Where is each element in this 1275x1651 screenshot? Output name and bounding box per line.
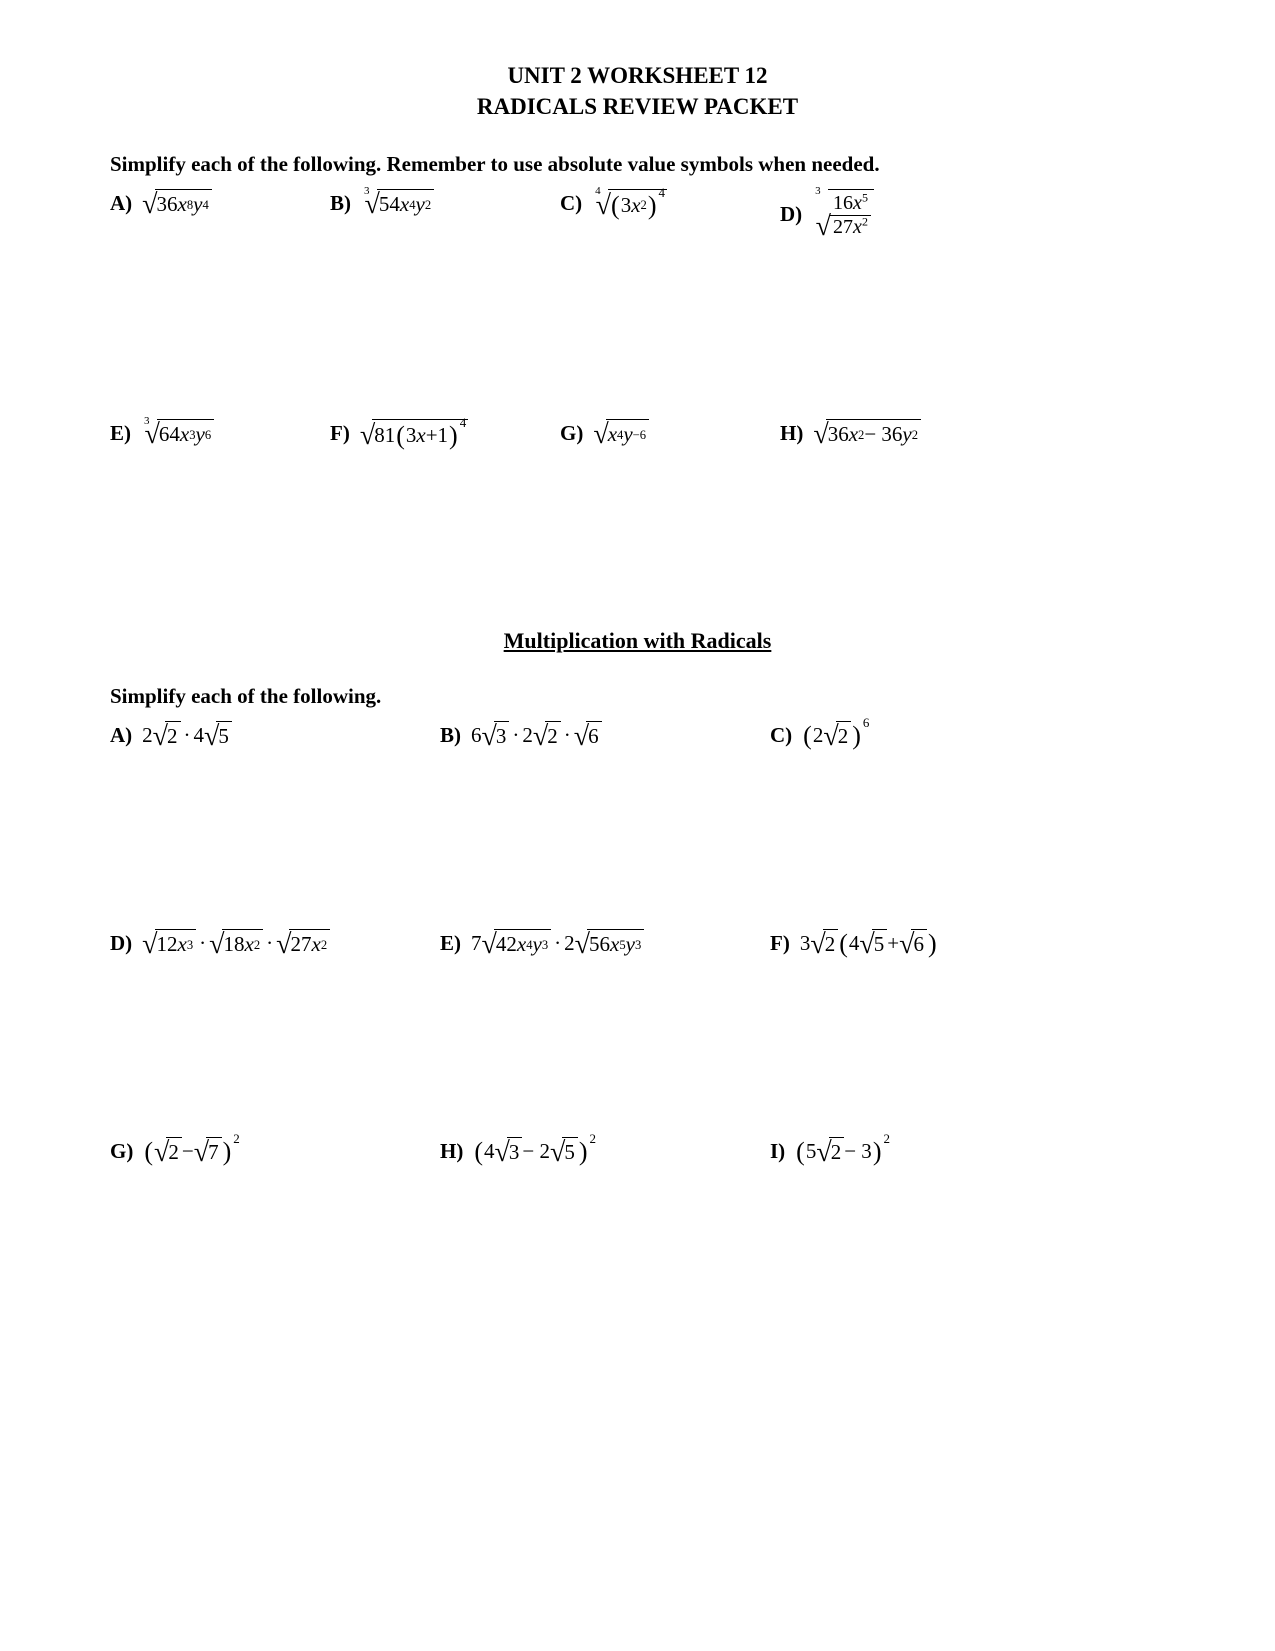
problem-expression: (√2 − √7)2 bbox=[143, 1137, 238, 1165]
problem-cell: E) 3√64x3y6 bbox=[110, 419, 330, 447]
title-line-2: RADICALS REVIEW PACKET bbox=[110, 91, 1165, 122]
problem-expression: 3√16x527x2 bbox=[812, 189, 874, 239]
problem-expression: √x4y−6 bbox=[593, 419, 649, 447]
section1-row2: E) 3√64x3y6 F) √81(3x+1)4 G) √x4y−6 H) √… bbox=[110, 419, 1165, 448]
problem-label: A) bbox=[110, 191, 132, 216]
problem: A) 2√2·4√5 bbox=[110, 721, 440, 749]
problem-label: G) bbox=[560, 421, 583, 446]
problem-label: C) bbox=[560, 191, 582, 216]
section2-title: Multiplication with Radicals bbox=[110, 628, 1165, 654]
problem: E) 7√42x4y3·2√56x5y3 bbox=[440, 929, 770, 957]
problem-cell: B) 3√54x4y2 bbox=[330, 189, 560, 217]
problem-label: A) bbox=[110, 723, 132, 748]
problem-label: F) bbox=[770, 931, 790, 956]
problem: F) 3√2(4√5 + √6) bbox=[770, 929, 1030, 957]
problem-cell: A) 2√2·4√5 bbox=[110, 721, 440, 749]
problem: C) 4√(3x2)4 bbox=[560, 189, 780, 218]
problem-label: H) bbox=[440, 1139, 463, 1164]
problem-label: B) bbox=[440, 723, 461, 748]
problem-label: H) bbox=[780, 421, 803, 446]
problem: A) √36x8y4 bbox=[110, 189, 330, 217]
section1-row1: A) √36x8y4 B) 3√54x4y2 C) 4√(3x2)4 D) 3√… bbox=[110, 189, 1165, 239]
problem-label: E) bbox=[440, 931, 461, 956]
problem: H) (4√3 − 2√5)2 bbox=[440, 1137, 770, 1165]
problem: G) √x4y−6 bbox=[560, 419, 780, 447]
problem-cell: B) 6√3·2√2·√6 bbox=[440, 721, 770, 749]
problem-expression: 4√(3x2)4 bbox=[592, 189, 667, 218]
section1-instructions: Simplify each of the following. Remember… bbox=[110, 152, 1165, 177]
problem-expression: 6√3·2√2·√6 bbox=[471, 721, 602, 749]
problem-cell: I) (5√2 − 3)2 bbox=[770, 1137, 1030, 1165]
problem-cell: E) 7√42x4y3·2√56x5y3 bbox=[440, 929, 770, 957]
problem-expression: 3√2(4√5 + √6) bbox=[800, 929, 938, 957]
section2-row3: G) (√2 − √7)2 H) (4√3 − 2√5)2 I) (5√2 − … bbox=[110, 1137, 1165, 1165]
problem-cell: H) (4√3 − 2√5)2 bbox=[440, 1137, 770, 1165]
problem-cell: D) 3√16x527x2 bbox=[780, 189, 980, 239]
problem-label: D) bbox=[110, 931, 132, 956]
problem-expression: 3√64x3y6 bbox=[141, 419, 214, 447]
problem: E) 3√64x3y6 bbox=[110, 419, 330, 447]
problem: F) √81(3x+1)4 bbox=[330, 419, 560, 448]
problem-cell: A) √36x8y4 bbox=[110, 189, 330, 217]
problem-expression: 3√54x4y2 bbox=[361, 189, 434, 217]
problem-cell: C) 4√(3x2)4 bbox=[560, 189, 780, 218]
problem-expression: (2√2)6 bbox=[802, 721, 868, 749]
problem-expression: √81(3x+1)4 bbox=[360, 419, 468, 448]
problem: C) (2√2)6 bbox=[770, 721, 1030, 749]
problem: G) (√2 − √7)2 bbox=[110, 1137, 440, 1165]
problem-label: G) bbox=[110, 1139, 133, 1164]
problem-label: B) bbox=[330, 191, 351, 216]
problem: B) 6√3·2√2·√6 bbox=[440, 721, 770, 749]
worksheet-page: UNIT 2 WORKSHEET 12 RADICALS REVIEW PACK… bbox=[0, 0, 1275, 1651]
problem-expression: (4√3 − 2√5)2 bbox=[473, 1137, 595, 1165]
problem: D) 3√16x527x2 bbox=[780, 189, 980, 239]
section2-row1: A) 2√2·4√5 B) 6√3·2√2·√6 C) (2√2)6 bbox=[110, 721, 1165, 749]
problem-expression: √36x2 − 36y2 bbox=[813, 419, 921, 447]
document-title: UNIT 2 WORKSHEET 12 RADICALS REVIEW PACK… bbox=[110, 60, 1165, 122]
problem-label: D) bbox=[780, 202, 802, 227]
section2-instructions: Simplify each of the following. bbox=[110, 684, 1165, 709]
problem-cell: C) (2√2)6 bbox=[770, 721, 1030, 749]
problem-expression: (5√2 − 3)2 bbox=[795, 1137, 889, 1165]
problem-label: E) bbox=[110, 421, 131, 446]
problem-label: F) bbox=[330, 421, 350, 446]
problem-expression: 2√2·4√5 bbox=[142, 721, 232, 749]
problem-cell: G) (√2 − √7)2 bbox=[110, 1137, 440, 1165]
problem-expression: 7√42x4y3·2√56x5y3 bbox=[471, 929, 644, 957]
section2-row2: D) √12x3·√18x2·√27x2 E) 7√42x4y3·2√56x5y… bbox=[110, 929, 1165, 957]
problem-label: C) bbox=[770, 723, 792, 748]
problem-cell: G) √x4y−6 bbox=[560, 419, 780, 447]
problem: H) √36x2 − 36y2 bbox=[780, 419, 980, 447]
problem: D) √12x3·√18x2·√27x2 bbox=[110, 929, 440, 957]
problem-expression: √36x8y4 bbox=[142, 189, 212, 217]
problem-expression: √12x3·√18x2·√27x2 bbox=[142, 929, 330, 957]
problem-label: I) bbox=[770, 1139, 785, 1164]
problem-cell: H) √36x2 − 36y2 bbox=[780, 419, 980, 447]
problem-cell: D) √12x3·√18x2·√27x2 bbox=[110, 929, 440, 957]
problem: I) (5√2 − 3)2 bbox=[770, 1137, 1030, 1165]
problem: B) 3√54x4y2 bbox=[330, 189, 560, 217]
problem-cell: F) √81(3x+1)4 bbox=[330, 419, 560, 448]
title-line-1: UNIT 2 WORKSHEET 12 bbox=[110, 60, 1165, 91]
problem-cell: F) 3√2(4√5 + √6) bbox=[770, 929, 1030, 957]
